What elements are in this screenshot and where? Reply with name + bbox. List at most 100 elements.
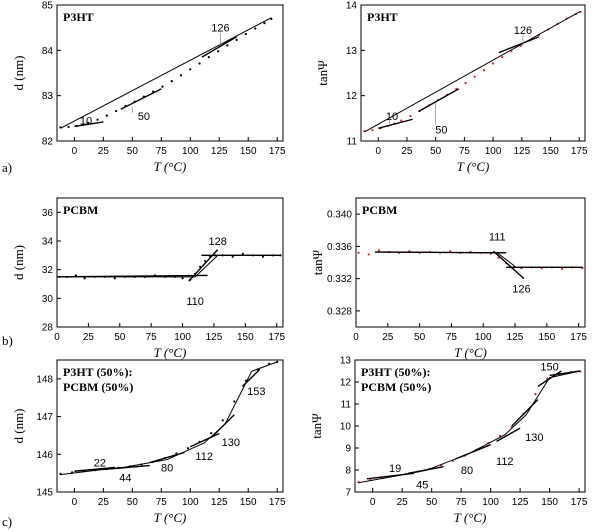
x-tick-label: 75	[446, 332, 458, 343]
x-tick-label: 125	[211, 146, 228, 157]
data-point	[231, 255, 234, 258]
fit-segment	[454, 444, 491, 460]
plot-frame	[56, 4, 284, 142]
y-tick-label: 0.340	[327, 210, 352, 221]
data-point	[204, 259, 207, 263]
x-tick-label: 125	[507, 332, 524, 343]
chart-title: PCBM (50%)	[361, 380, 431, 394]
plot-frame	[56, 359, 284, 493]
y-tick-label: 0.332	[327, 274, 352, 285]
x-tick-label: 25	[382, 332, 394, 343]
x-tick-label: 75	[456, 497, 468, 508]
x-axis-label: T (°C)	[454, 510, 487, 525]
y-tick-label: 28	[42, 323, 54, 334]
x-tick-label: 50	[426, 497, 438, 508]
fit-segment	[407, 466, 444, 474]
fit-segment	[74, 466, 116, 472]
x-tick-label: 50	[114, 332, 126, 343]
transition-label: 130	[222, 437, 240, 449]
x-tick-label: 0	[72, 146, 78, 157]
x-tick-label: 150	[542, 146, 559, 157]
x-tick-label: 175	[269, 497, 286, 508]
y-tick-label: 12	[346, 91, 358, 102]
data-point	[113, 277, 116, 280]
row-label: c)	[2, 514, 12, 529]
trend-line	[375, 251, 583, 268]
x-tick-label: 25	[401, 146, 413, 157]
x-axis-label: T (°C)	[154, 510, 187, 525]
transition-label: 45	[416, 479, 428, 491]
x-tick-label: 100	[174, 332, 191, 343]
data-point	[377, 249, 380, 252]
data-point	[210, 432, 213, 435]
data-point	[357, 251, 360, 254]
fit-segment	[418, 88, 459, 113]
x-tick-label: 0	[353, 332, 359, 343]
x-axis-label: T (°C)	[154, 159, 187, 174]
y-tick-label: 147	[36, 412, 53, 423]
data-point	[189, 68, 192, 71]
transition-label: 10	[80, 116, 92, 128]
transition-label: 10	[386, 111, 398, 123]
x-tick-label: 125	[211, 497, 228, 508]
y-tick-label: 148	[36, 374, 53, 385]
y-axis-label: tanΨ	[309, 413, 324, 439]
transition-label: 112	[496, 456, 514, 468]
x-axis-label: T (°C)	[154, 345, 187, 360]
x-tick-label: 175	[570, 332, 587, 343]
data-point	[161, 85, 164, 88]
fit-segment	[201, 36, 237, 58]
chart-title: PCBM	[362, 203, 397, 217]
fit-segment	[498, 36, 540, 54]
data-point	[105, 114, 108, 117]
data-point	[367, 253, 370, 256]
x-tick-label: 75	[156, 146, 168, 157]
y-tick-label: 14	[346, 1, 358, 12]
y-tick-label: 146	[36, 450, 53, 461]
data-point	[263, 22, 266, 25]
fit-segment	[496, 427, 521, 443]
x-tick-label: 175	[571, 146, 588, 157]
chart-panel-1: 0 25 50 75 100 125 150 175 82 83 84 85 T (°C) d (nm) P…	[11, 1, 286, 175]
x-tick-label: 75	[459, 146, 471, 157]
fit-segment	[375, 251, 507, 254]
x-tick-label: 75	[156, 497, 168, 508]
fit-segment	[549, 370, 581, 377]
transition-label: 110	[186, 296, 204, 308]
y-tick-label: 0.336	[327, 242, 352, 253]
data-point	[67, 125, 70, 129]
data-point	[254, 27, 257, 30]
y-tick-label: 13	[340, 356, 352, 367]
data-point	[409, 114, 412, 118]
plot-frame	[355, 197, 586, 328]
y-axis-label: tanΨ	[310, 249, 325, 275]
y-tick-label: 12	[340, 378, 352, 389]
transition-label: 126	[512, 283, 530, 295]
plot-frame	[360, 4, 586, 142]
transition-label: 126	[211, 23, 229, 35]
y-axis-label: tanΨ	[315, 60, 330, 86]
x-tick-label: 25	[98, 497, 110, 508]
transition-label: 150	[540, 362, 558, 374]
transition-label: 126	[514, 25, 532, 37]
y-tick-label: 10	[340, 422, 352, 433]
x-tick-label: 100	[475, 332, 492, 343]
y-tick-label: 11	[347, 137, 358, 148]
y-tick-label: 0.328	[327, 306, 352, 317]
data-point	[561, 267, 564, 271]
chart-title: P3HT (50%):	[63, 365, 132, 379]
x-tick-label: 175	[269, 146, 286, 157]
data-point	[482, 69, 486, 72]
data-point	[221, 419, 224, 422]
data-point	[244, 32, 248, 36]
fit-segment	[189, 432, 220, 448]
fit-segment	[241, 368, 261, 387]
data-point	[170, 80, 173, 83]
y-axis-label: d (nm)	[11, 408, 26, 443]
data-point	[501, 56, 504, 59]
data-point	[371, 129, 374, 132]
x-tick-label: 25	[83, 332, 95, 343]
row-label: a)	[2, 160, 12, 175]
x-tick-label: 125	[512, 497, 529, 508]
x-tick-label: 75	[146, 332, 158, 343]
